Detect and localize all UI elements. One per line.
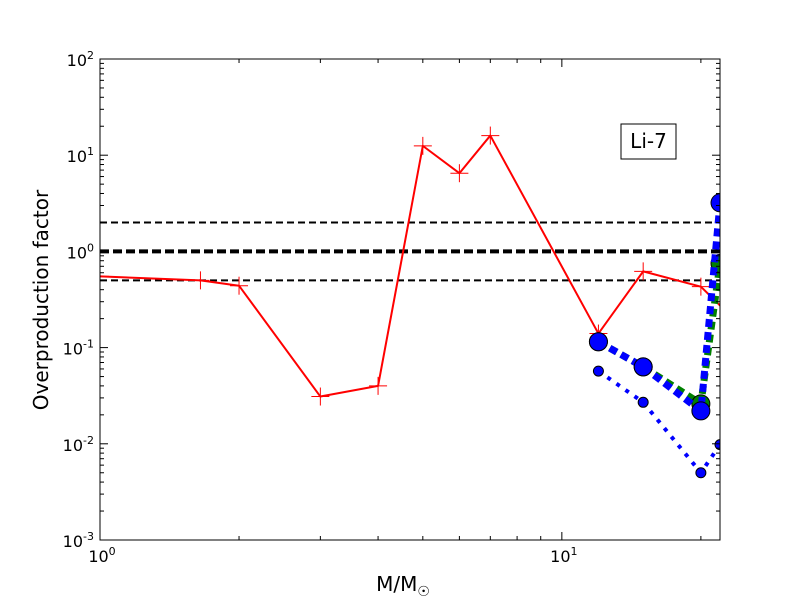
series-0-line [100,134,720,398]
y-tick-label-1: 10-2 [63,434,94,455]
x-axis-label-text: M/M [376,572,417,596]
series-0-marker [230,276,249,295]
x-axis-label: M/M☉ [376,572,430,600]
series-3 [592,365,720,479]
legend-frame [620,123,677,160]
series-0-marker [369,376,388,395]
series-0-marker [100,267,109,286]
series-0-marker [311,387,330,406]
series-0-marker [691,277,710,296]
y-tick-label-0-base: 10 [63,532,83,551]
y-tick-label-2: 10-1 [63,338,94,359]
series-0-marker [634,262,653,281]
series-0-marker [481,126,500,145]
legend-box: Li-7 [620,123,677,160]
x-tick-label-1-base: 10 [550,547,570,566]
series-2-marker [588,332,608,352]
series-2-marker [633,357,653,377]
y-axis-label: Overproduction factor [29,189,53,410]
series-3-marker [592,365,604,377]
x-tick-label-0: 100 [88,545,115,566]
y-tick-label-3: 100 [67,241,94,262]
x-axis-label-subscript: ☉ [417,584,430,600]
y-tick-label-3-base: 10 [67,243,87,262]
y-tick-label-4: 101 [67,145,94,166]
series-0 [100,126,720,406]
series-2 [588,193,720,421]
series-2-marker [691,401,711,421]
y-tick-label-5-exponent: 2 [87,49,94,62]
y-tick-label-0: 10-3 [63,530,94,551]
y-tick-label-3-exponent: 0 [87,241,94,254]
series-3-marker [637,396,649,408]
legend-label: Li-7 [630,129,667,153]
y-tick-label-0-exponent: -3 [83,530,94,543]
series-2-marker [710,193,720,213]
series-3-marker [695,467,707,479]
x-tick-label-1: 101 [550,545,577,566]
y-tick-label-1-base: 10 [63,436,83,455]
series-0-marker [413,136,432,155]
y-tick-label-5-base: 10 [67,51,87,70]
y-tick-label-1-exponent: -2 [83,434,94,447]
y-tick-label-5: 102 [67,49,94,70]
plot-frame [99,58,721,541]
y-tick-label-2-exponent: -1 [83,338,94,351]
y-tick-label-4-exponent: 1 [87,145,94,158]
x-tick-label-0-base: 10 [88,547,108,566]
series-2-line [596,202,720,415]
series-3-marker [714,439,720,451]
x-tick-label-1-exponent: 1 [571,545,578,558]
y-tick-label-2-base: 10 [63,340,83,359]
series-3-line [597,369,720,475]
x-tick-label-0-exponent: 0 [109,545,116,558]
series-0-marker [191,271,210,290]
series-0-marker [450,164,469,183]
y-tick-label-4-base: 10 [67,147,87,166]
